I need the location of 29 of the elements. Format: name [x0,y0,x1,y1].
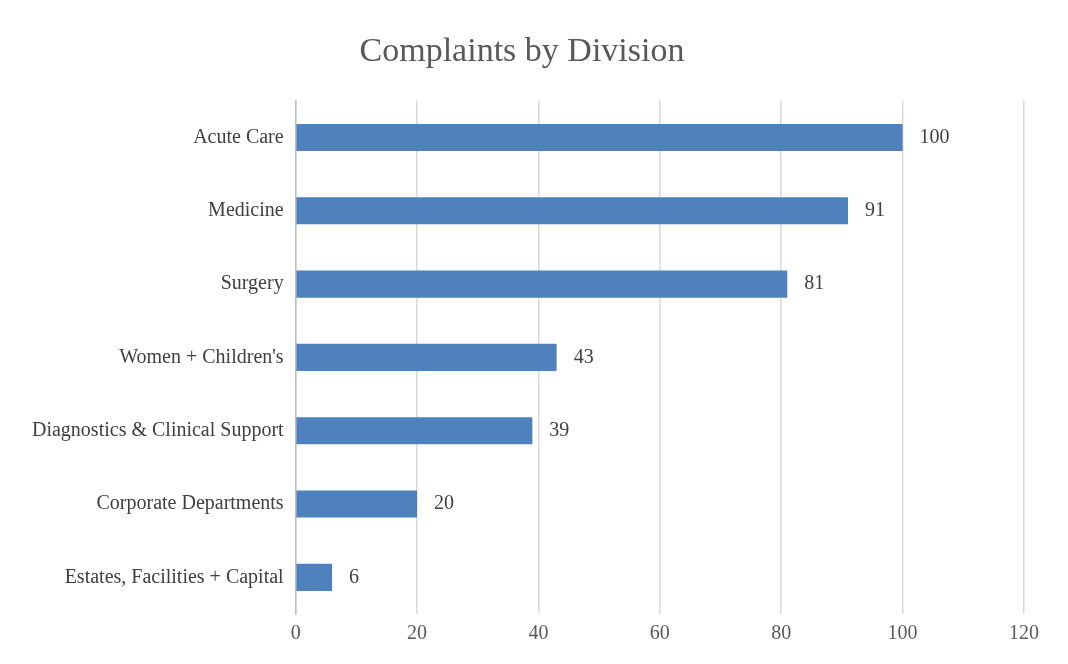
x-tick-label: 100 [887,621,918,644]
chart-title: Complaints by Division [359,31,685,69]
data-label: 91 [864,198,885,221]
y-tick-label: Women + Children's [119,344,284,367]
x-tick-label: 0 [290,621,301,644]
bar [296,343,557,371]
data-label: 43 [573,344,594,367]
bar [296,270,788,298]
y-tick-label: Medicine [208,198,284,221]
x-tick-label: 40 [528,621,549,644]
bar [296,563,333,591]
data-label: 39 [549,417,570,440]
y-tick-label: Acute Care [193,124,284,147]
y-tick-label: Corporate Departments [96,491,284,515]
data-label: 100 [919,124,950,147]
data-label: 20 [434,491,455,514]
x-tick-label: 120 [1009,621,1039,644]
bar [296,123,903,152]
x-tick-label: 20 [407,621,428,644]
x-tick-label: 80 [771,621,792,644]
bar [296,417,533,445]
data-label: 81 [804,271,825,294]
y-tick-label: Estates, Facilities + Capital [64,564,285,588]
y-tick-label: Surgery [220,271,284,295]
data-label: 6 [349,564,360,587]
bar [296,490,418,518]
y-tick-label: Diagnostics & Clinical Support [31,417,285,441]
x-tick-label: 60 [649,621,670,644]
bar [296,197,848,225]
